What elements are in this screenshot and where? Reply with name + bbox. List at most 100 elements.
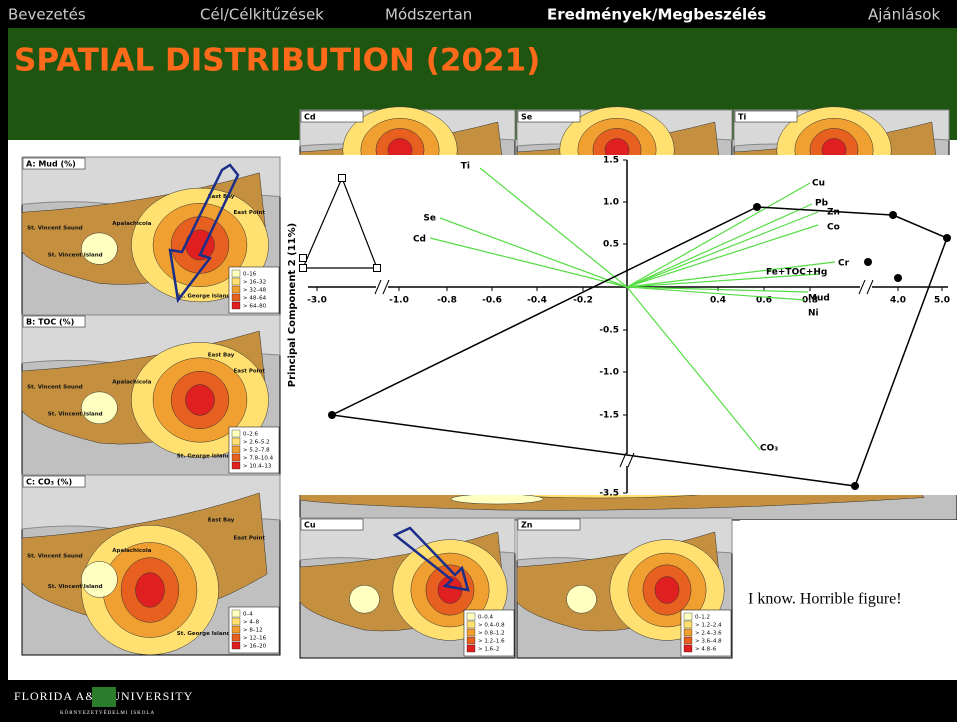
x-tick-label: 0.8	[802, 296, 818, 306]
score-point	[889, 211, 897, 219]
inset-point	[299, 254, 307, 262]
x-tick-label: -0.2	[573, 296, 593, 306]
legend-swatch	[231, 641, 241, 650]
legend-swatch	[683, 636, 693, 645]
legend-label: > 64–80	[243, 304, 267, 310]
place-name: East Point	[234, 210, 266, 216]
legend-label: > 4.8–6	[695, 647, 717, 653]
nav-item[interactable]: Módszertan	[385, 6, 472, 24]
map-label: Zn	[521, 521, 533, 530]
biplot-bg	[288, 155, 957, 495]
legend-swatch	[231, 277, 241, 286]
axis-break	[858, 279, 866, 295]
variable-label: Fe+TOC+Hg	[766, 268, 827, 278]
note-bg	[740, 520, 957, 660]
loading-vector	[626, 182, 811, 288]
place-name: St. Vincent Island	[48, 412, 103, 418]
legend-swatch	[231, 609, 241, 618]
legend-label: 0–1.2	[695, 615, 710, 621]
arrow	[168, 163, 240, 304]
loading-vector	[626, 286, 761, 451]
legend-label: > 8–12	[243, 628, 263, 634]
y-tick-label: -1.0	[599, 368, 619, 378]
x-tick-label: -1.0	[389, 296, 409, 306]
map-label-box	[300, 110, 364, 123]
legend-swatch	[231, 453, 241, 462]
loading-vector	[626, 286, 809, 293]
legend-label: > 3.6–4.8	[695, 639, 722, 645]
variable-label: Co	[827, 223, 840, 233]
variable-label: Cr	[838, 259, 850, 269]
legend-label: > 0.8–1.2	[478, 631, 505, 637]
score-point	[753, 203, 761, 211]
place-name: Apalachicola	[112, 380, 151, 386]
axis-break	[374, 279, 382, 295]
contour	[566, 584, 597, 614]
legend-swatch	[466, 628, 476, 637]
y-tick-label: -1.5	[599, 411, 619, 421]
legend-label: > 5.2–7.8	[243, 448, 270, 454]
place-name: Apalachicola	[112, 221, 151, 227]
legend-swatch	[231, 633, 241, 642]
map: Apalachicola East Bay East Point St. Vincen…	[21, 156, 281, 316]
legend-swatch	[231, 437, 241, 446]
contour	[135, 572, 165, 608]
legend-label: > 16–20	[243, 644, 267, 650]
legend-swatch	[231, 625, 241, 634]
note: I know. Horrible figure!	[748, 591, 902, 608]
map-label-box	[517, 110, 581, 123]
map-label: Cd	[304, 113, 316, 122]
slide-title: SPATIAL DISTRIBUTION (2021)	[14, 43, 540, 79]
legend-swatch	[466, 620, 476, 629]
place-name: St. Vincent Island	[48, 584, 103, 590]
place-name: East Bay	[208, 194, 235, 200]
map-label-box	[22, 157, 86, 170]
contour	[81, 561, 118, 598]
inset-point	[373, 264, 381, 272]
score-point	[851, 482, 859, 490]
place-name: St. Vincent Sound	[27, 554, 83, 560]
nav-item[interactable]: Bevezetés	[8, 6, 86, 24]
legend-label: > 7.8–10.4	[243, 456, 274, 462]
legend-label: > 2.6–5.2	[243, 440, 270, 446]
legend-swatch	[683, 620, 693, 629]
place-name: East Bay	[208, 518, 235, 524]
variable-label: Zn	[827, 208, 840, 218]
map-label: B: TOC (%)	[26, 318, 74, 327]
y-axis-title: Principal Component 2 (11%)	[287, 223, 298, 387]
legend-label: > 10.4–13	[243, 464, 272, 470]
place-name: St. George Island	[177, 453, 231, 459]
x-tick-label: -3.0	[307, 296, 327, 306]
score-point	[894, 274, 902, 282]
score-point	[328, 411, 336, 419]
legend-swatch	[231, 301, 241, 310]
map-label: Cu	[304, 521, 316, 530]
place-name: St. Vincent Island	[48, 252, 103, 258]
legend-swatch	[231, 445, 241, 454]
x-tick-label: 0.4	[710, 296, 726, 306]
legend-swatch	[231, 293, 241, 302]
map-label: A: Mud (%)	[26, 160, 76, 169]
place-name: East Bay	[208, 353, 235, 359]
legend-swatch	[466, 644, 476, 653]
legend-swatch	[683, 612, 693, 621]
y-tick-label: 0.5	[603, 240, 619, 250]
nav-item[interactable]: Eredmények/Megbeszélés	[547, 6, 766, 24]
loading-vector	[626, 286, 806, 301]
contour	[654, 576, 680, 604]
variable-label: Ti	[461, 162, 470, 172]
map-label-box	[300, 518, 364, 531]
y-tick-label: -0.5	[599, 326, 619, 336]
contour	[81, 232, 118, 265]
legend-swatch	[683, 628, 693, 637]
x-tick-label: 0.6	[756, 296, 772, 306]
place-name: St. Vincent Sound	[27, 226, 83, 232]
nav-item[interactable]: Ajánlások	[868, 6, 940, 24]
map: Apalachicola East Bay East Point St. Vincen…	[21, 314, 281, 476]
map-label: C: CO₃ (%)	[26, 478, 72, 487]
nav-item[interactable]: Cél/Célkitűzések	[200, 6, 324, 24]
contour	[450, 493, 544, 505]
x-tick-label: -0.4	[527, 296, 547, 306]
map-label-box	[517, 518, 581, 531]
